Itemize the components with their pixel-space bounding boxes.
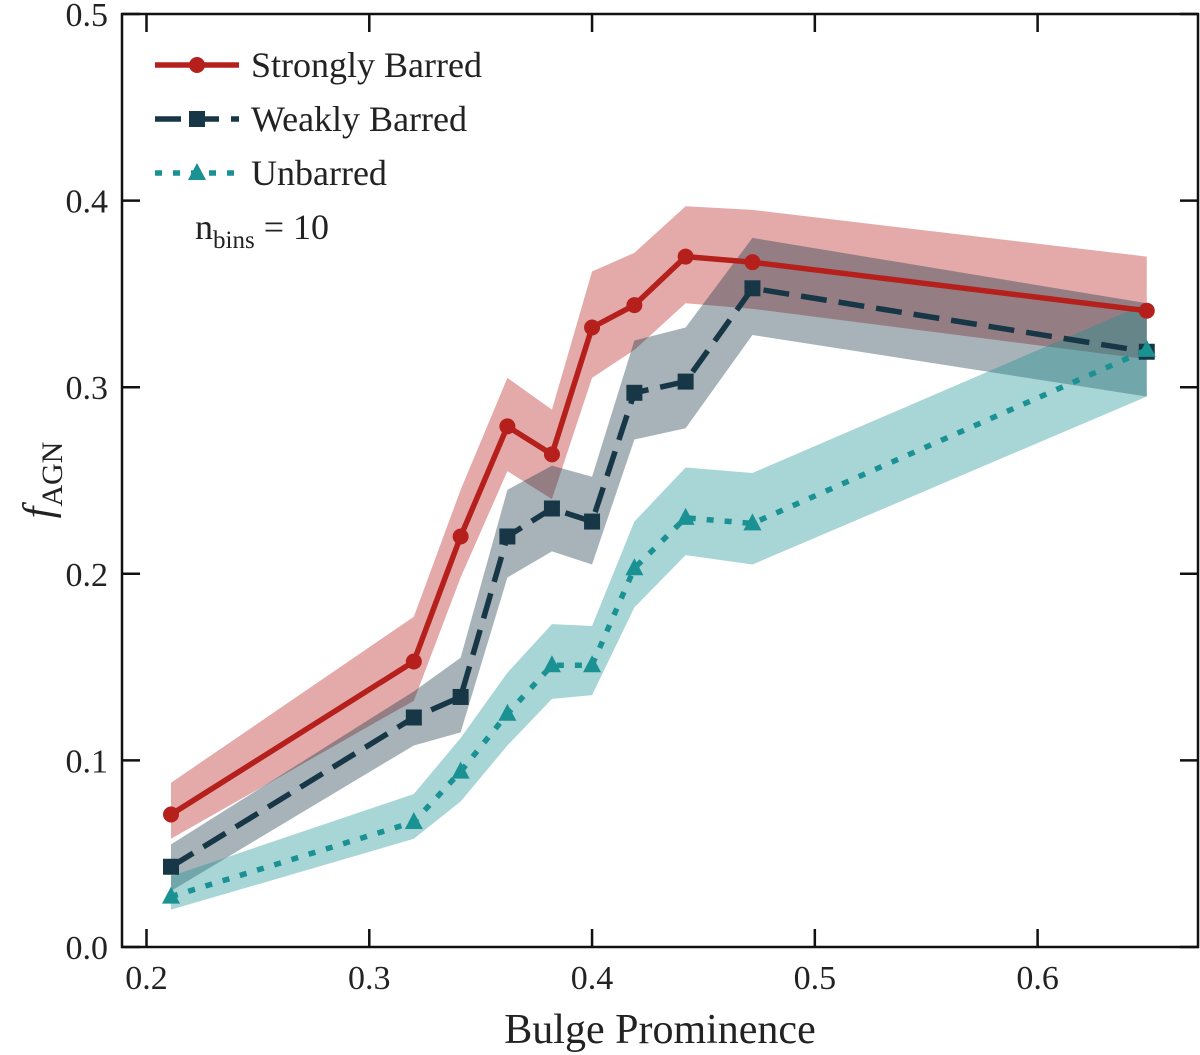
marker <box>163 858 180 875</box>
y-tick-label: 0.0 <box>66 930 109 967</box>
legend-marker <box>189 57 205 73</box>
legend-label: Weakly Barred <box>251 99 467 139</box>
x-axis-label: Bulge Prominence <box>504 1007 815 1053</box>
marker <box>625 558 644 576</box>
marker <box>584 513 601 530</box>
annotation-base: n <box>195 207 213 247</box>
marker <box>404 811 423 829</box>
y-tick-label: 0.4 <box>66 184 109 221</box>
marker <box>584 319 601 336</box>
x-tick-label: 0.2 <box>125 960 168 997</box>
annotation-sub: bins <box>213 227 255 254</box>
marker <box>499 418 516 435</box>
marker <box>743 513 762 531</box>
legend-marker <box>188 163 206 180</box>
y-tick-label: 0.2 <box>66 557 109 594</box>
y-axis-label: fAGN <box>16 442 69 519</box>
marker <box>626 297 643 314</box>
error-band <box>171 303 1147 910</box>
marker <box>405 709 422 726</box>
marker <box>1138 302 1155 319</box>
annotation: nbins = 10 <box>195 207 329 254</box>
marker <box>451 761 470 779</box>
marker <box>677 373 694 390</box>
x-tick-label: 0.5 <box>794 960 837 997</box>
marker <box>542 655 561 673</box>
y-tick-label: 0.3 <box>66 370 109 407</box>
legend-label: Strongly Barred <box>251 45 482 85</box>
plot-frame <box>120 12 1200 949</box>
y-tick-label: 0.5 <box>66 0 109 34</box>
x-tick-label: 0.4 <box>571 960 614 997</box>
marker <box>626 384 643 401</box>
marker <box>676 507 695 525</box>
marker <box>452 688 469 705</box>
marker <box>163 806 180 823</box>
marker <box>405 653 422 670</box>
marker <box>1137 339 1156 357</box>
legend-marker <box>189 111 205 127</box>
x-tick-label: 0.3 <box>348 960 391 997</box>
marker <box>677 248 694 265</box>
legend-label: Unbarred <box>251 153 387 193</box>
marker <box>744 254 761 271</box>
error-band <box>171 237 1147 892</box>
marker <box>543 446 560 463</box>
marker <box>543 500 560 517</box>
marker <box>583 655 602 673</box>
series-line <box>170 347 1148 900</box>
marker <box>499 528 516 545</box>
series-line <box>169 253 1148 817</box>
marker <box>452 528 469 545</box>
marker <box>162 886 181 904</box>
series-line <box>169 285 1148 870</box>
marker <box>498 703 517 721</box>
annotation-rest: = 10 <box>255 207 329 247</box>
x-tick-label: 0.6 <box>1016 960 1059 997</box>
marker <box>744 280 761 297</box>
y-tick-label: 0.1 <box>66 743 109 780</box>
y-label-sub: AGN <box>36 442 69 507</box>
error-band <box>171 206 1147 839</box>
